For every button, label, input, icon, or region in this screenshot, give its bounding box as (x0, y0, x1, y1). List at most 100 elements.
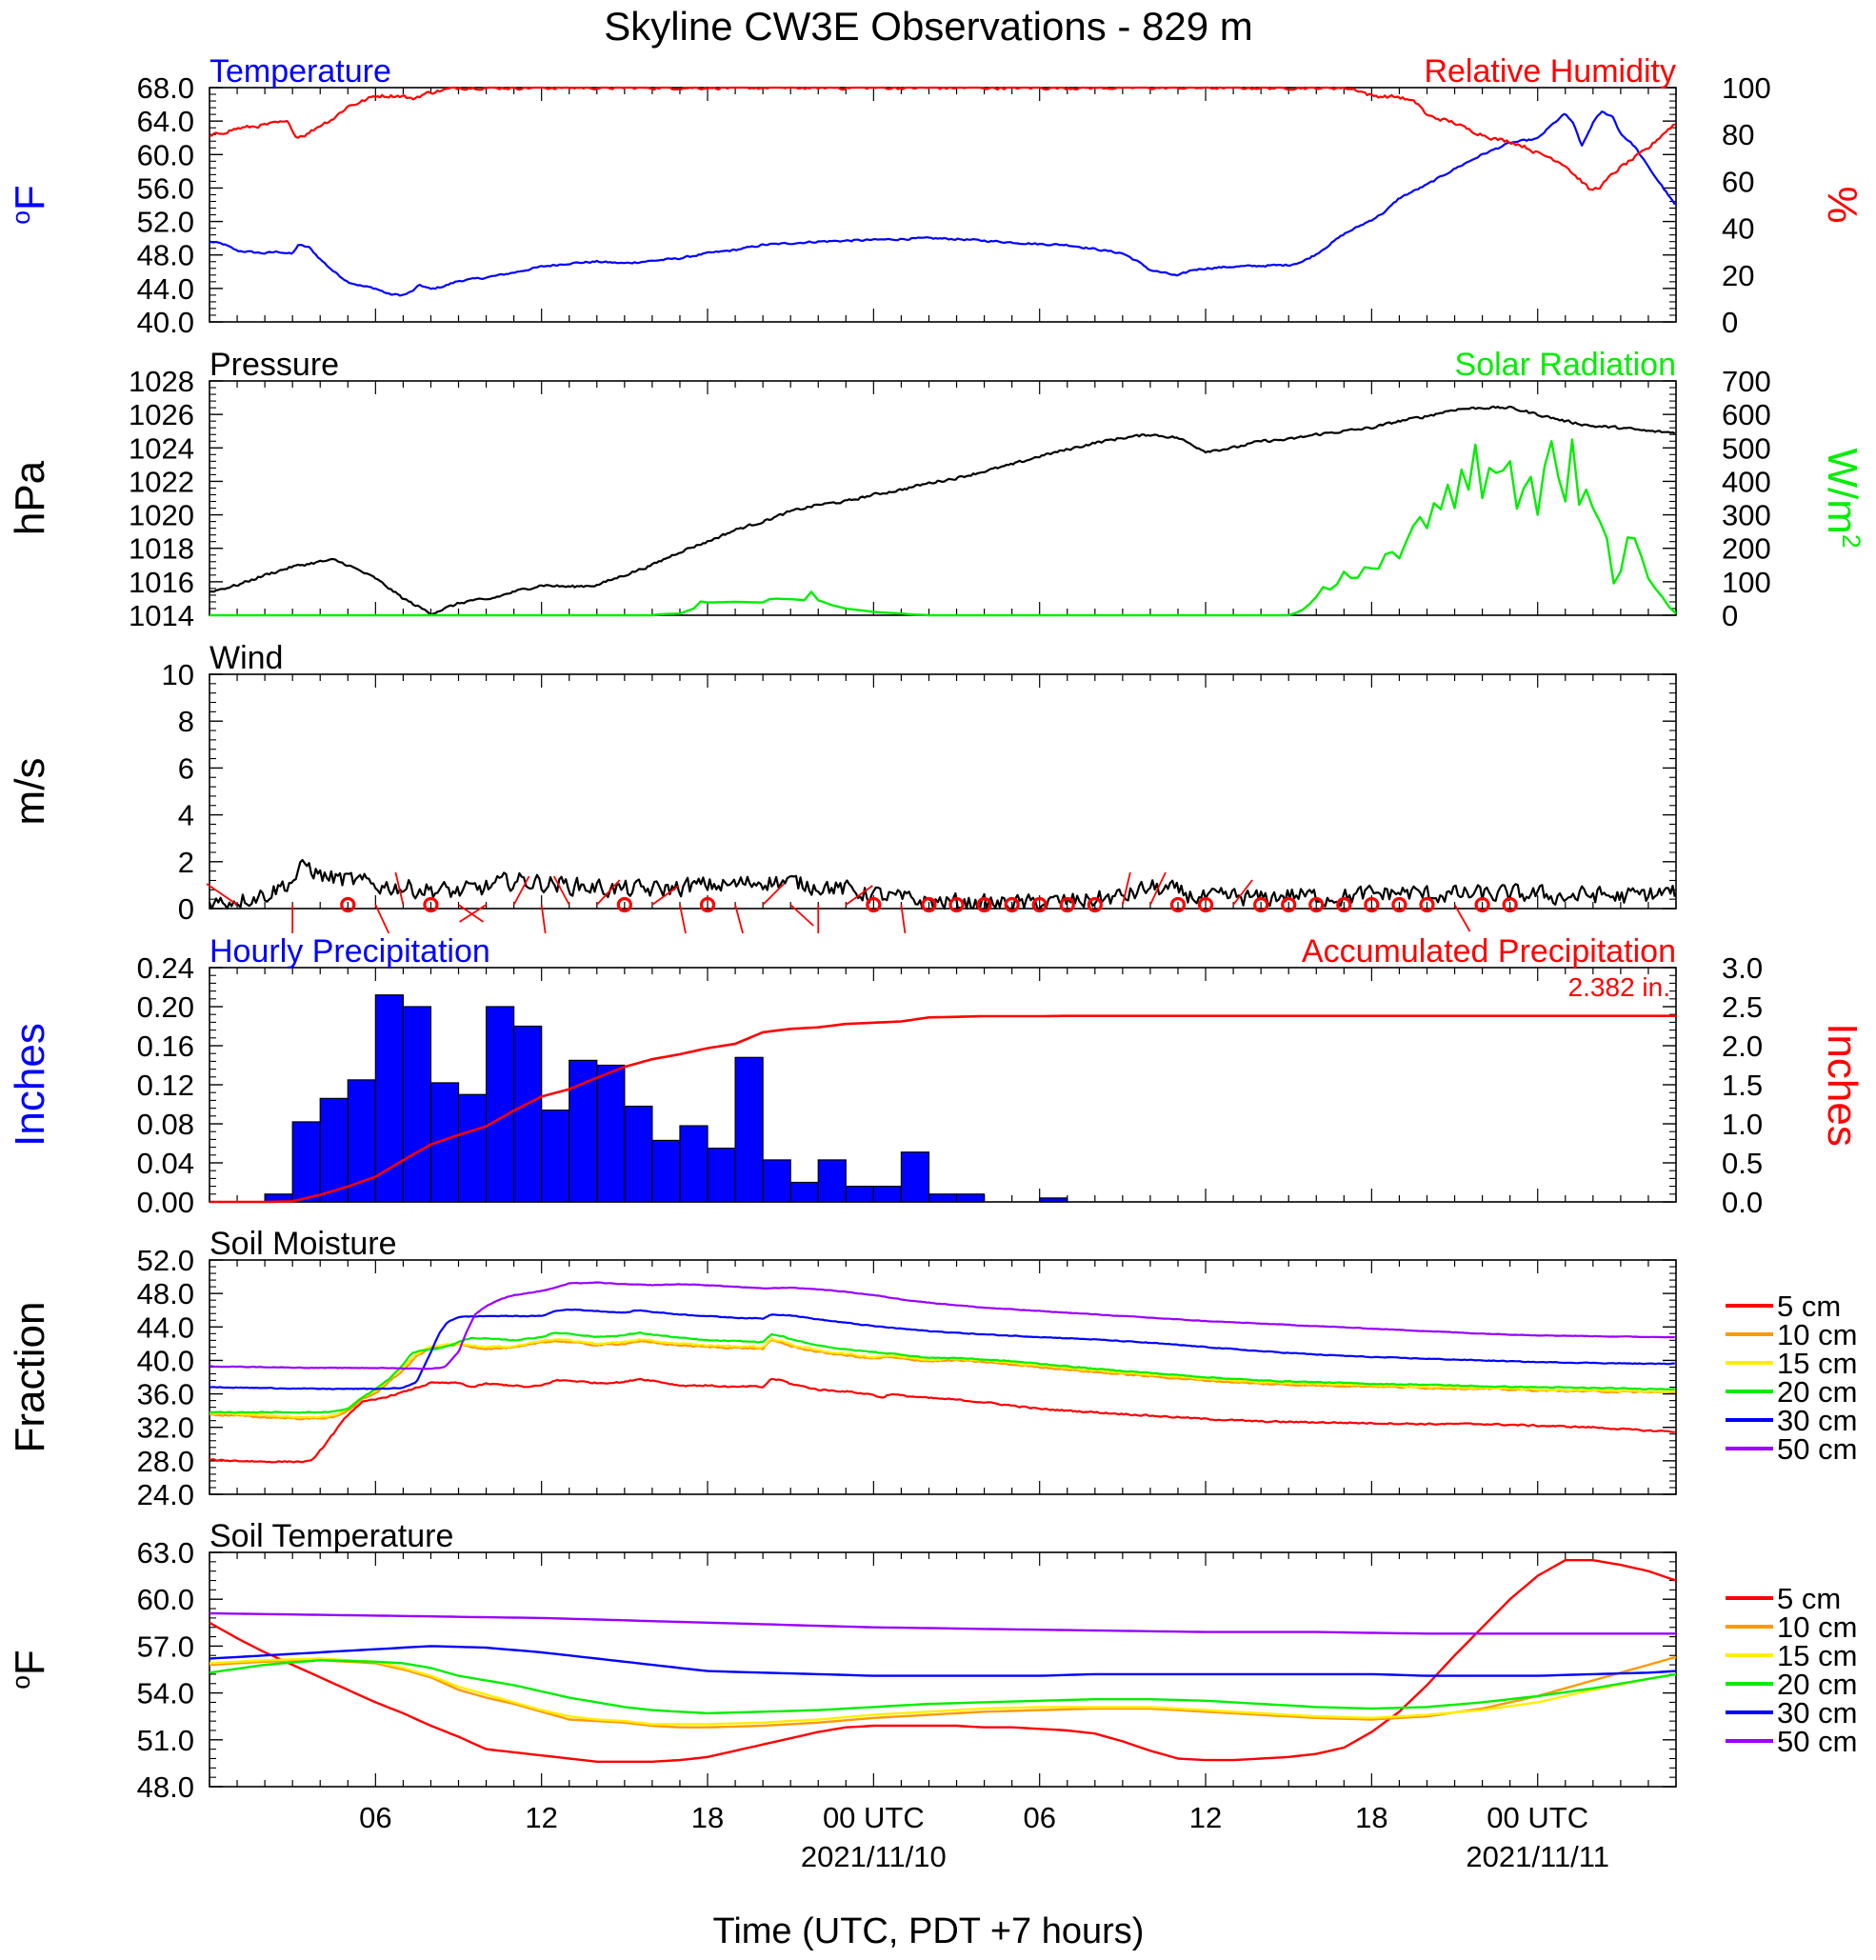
wind-calm-marker (1031, 896, 1048, 913)
wind-barb (540, 904, 547, 934)
wind-ylabel-left: m/s (7, 758, 53, 826)
pressure_solar-ytick-label: 1024 (129, 431, 194, 465)
soil_moisture-ytick-label: 28.0 (137, 1445, 194, 1478)
soil_temp-legend-label: 20 cm (1777, 1668, 1857, 1701)
precip-ytick-right-label: 3.0 (1722, 951, 1763, 985)
figure-title: Skyline CW3E Observations - 829 m (604, 4, 1253, 49)
temp_rh-ytick-right-label: 100 (1722, 71, 1771, 105)
temp_rh-ytick-right-label: 0 (1722, 306, 1738, 339)
pressure_solar-ytick-right-label: 700 (1722, 365, 1771, 398)
temp_rh-ytick-label: 60.0 (137, 138, 194, 171)
soil_moisture-ytick-label: 24.0 (137, 1478, 194, 1511)
precip-title-right: Accumulated Precipitation (1302, 933, 1676, 970)
temp_rh-ytick-label: 56.0 (137, 171, 194, 205)
wind-calm-marker (1169, 896, 1187, 913)
wind-barb (651, 885, 680, 906)
pressure_solar-ytick-right-label: 600 (1722, 398, 1771, 431)
wind-barb (512, 875, 530, 906)
precip-bar (596, 1064, 626, 1203)
pressure_solar-series-pressure (209, 405, 1676, 616)
soil_moisture-ytick-label: 52.0 (137, 1244, 194, 1277)
temp_rh-ytick-right-label: 80 (1722, 118, 1754, 151)
pressure_solar-ylabel-right: W/m2 (1819, 448, 1866, 548)
temp_rh-title-left: Temperature (210, 53, 391, 90)
x-tick-label: 06 (359, 1801, 391, 1834)
pressure_solar-ytick-right-label: 0 (1722, 599, 1738, 632)
temp_rh-ytick-label: 44.0 (137, 272, 194, 306)
wind-barb (596, 879, 621, 906)
precip-ytick-label: 0.24 (137, 951, 194, 985)
soil_temp-frame (209, 1551, 1677, 1788)
soil_moisture-ytick-label: 32.0 (137, 1411, 194, 1445)
soil_temp-title-left: Soil Temperature (210, 1518, 453, 1554)
precip-ytick-right-label: 0.0 (1722, 1186, 1763, 1219)
wind-barb (1453, 904, 1471, 932)
wind-calm-marker (423, 896, 439, 913)
wind-barb (679, 904, 687, 934)
wind-calm-marker (616, 896, 632, 913)
soil_temp-series-15-cm (209, 1657, 1677, 1726)
soil_moisture-series-30-cm (209, 1308, 1675, 1390)
x-tick-label: 12 (525, 1801, 557, 1834)
wind-calm-marker (921, 896, 937, 913)
wind-barb (394, 871, 405, 906)
wind-barb (206, 883, 238, 906)
temp_rh-series-temperature (209, 110, 1676, 297)
precip-bar (789, 1181, 819, 1203)
soil_temp-series-50-cm (209, 1611, 1676, 1635)
precip-title-left: Hourly Precipitation (210, 933, 490, 970)
x-tick-label: 06 (1023, 1801, 1055, 1834)
precip-bar (457, 1093, 488, 1203)
temp_rh-ytick-label: 68.0 (137, 71, 194, 105)
precip-bar (541, 1110, 570, 1203)
precip-bar (872, 1185, 903, 1203)
precip-bar (900, 1151, 930, 1203)
wind-calm-marker (1474, 896, 1490, 913)
wind-calm-marker (699, 896, 716, 913)
wind-barb (1149, 871, 1167, 906)
precip-bar (374, 994, 404, 1203)
soil_moisture-legend-label: 5 cm (1777, 1290, 1841, 1323)
precip-bar (707, 1148, 736, 1203)
precip-ytick-label: 0.00 (137, 1186, 194, 1219)
precip-bar (1039, 1197, 1068, 1203)
precip-ytick-right-label: 1.0 (1722, 1108, 1763, 1141)
temp_rh-ytick-label: 64.0 (137, 105, 194, 138)
soil_moisture-legend-label: 50 cm (1777, 1432, 1857, 1466)
precip-ytick-right-label: 1.5 (1722, 1069, 1763, 1102)
pressure_solar-ytick-label: 1014 (129, 599, 194, 632)
x-tick-label: 00 UTC (1487, 1801, 1588, 1834)
precip-bar (651, 1139, 681, 1203)
wind-calm-marker (1059, 896, 1075, 913)
temp_rh-ytick-right-label: 40 (1722, 212, 1754, 246)
pressure_solar-ytick-label: 1026 (129, 398, 194, 431)
temp_rh-ytick-right-label: 20 (1722, 259, 1754, 292)
soil_temp-ytick-label: 57.0 (137, 1630, 194, 1663)
precip-bar (817, 1159, 847, 1203)
pressure_solar-ytick-right-label: 100 (1722, 566, 1771, 599)
panels: 40.044.048.052.056.060.064.068.002040608… (7, 53, 1866, 1804)
soil_temp-ylabel-left: oF (7, 1650, 53, 1690)
x-tick-label: 18 (691, 1801, 724, 1834)
wind-barb (1232, 879, 1253, 906)
precip-bar (485, 1006, 515, 1203)
wind-barb (1121, 871, 1131, 906)
temp_rh-ylabel-right: % (1819, 186, 1866, 223)
precip-bar (845, 1185, 874, 1203)
soil_moisture-ytick-label: 48.0 (137, 1277, 194, 1310)
precip-bar (402, 1006, 432, 1203)
wind-barb (374, 904, 390, 934)
precip-ylabel-right: Inches (1819, 1023, 1866, 1147)
wind-calm-marker (948, 896, 965, 913)
pressure_solar-ytick-right-label: 200 (1722, 532, 1771, 566)
accumulated-precip-line (210, 1014, 1676, 1204)
wind-barb (734, 904, 744, 934)
precip-bar (955, 1193, 986, 1203)
soil_moisture-ytick-label: 40.0 (137, 1344, 194, 1377)
pressure_solar-ytick-right-label: 500 (1722, 431, 1771, 465)
precip-bar (624, 1105, 653, 1203)
wind-calm-marker (1391, 896, 1407, 913)
wind-calm-marker (1087, 896, 1103, 913)
precip-ylabel-left: Inches (7, 1023, 53, 1147)
